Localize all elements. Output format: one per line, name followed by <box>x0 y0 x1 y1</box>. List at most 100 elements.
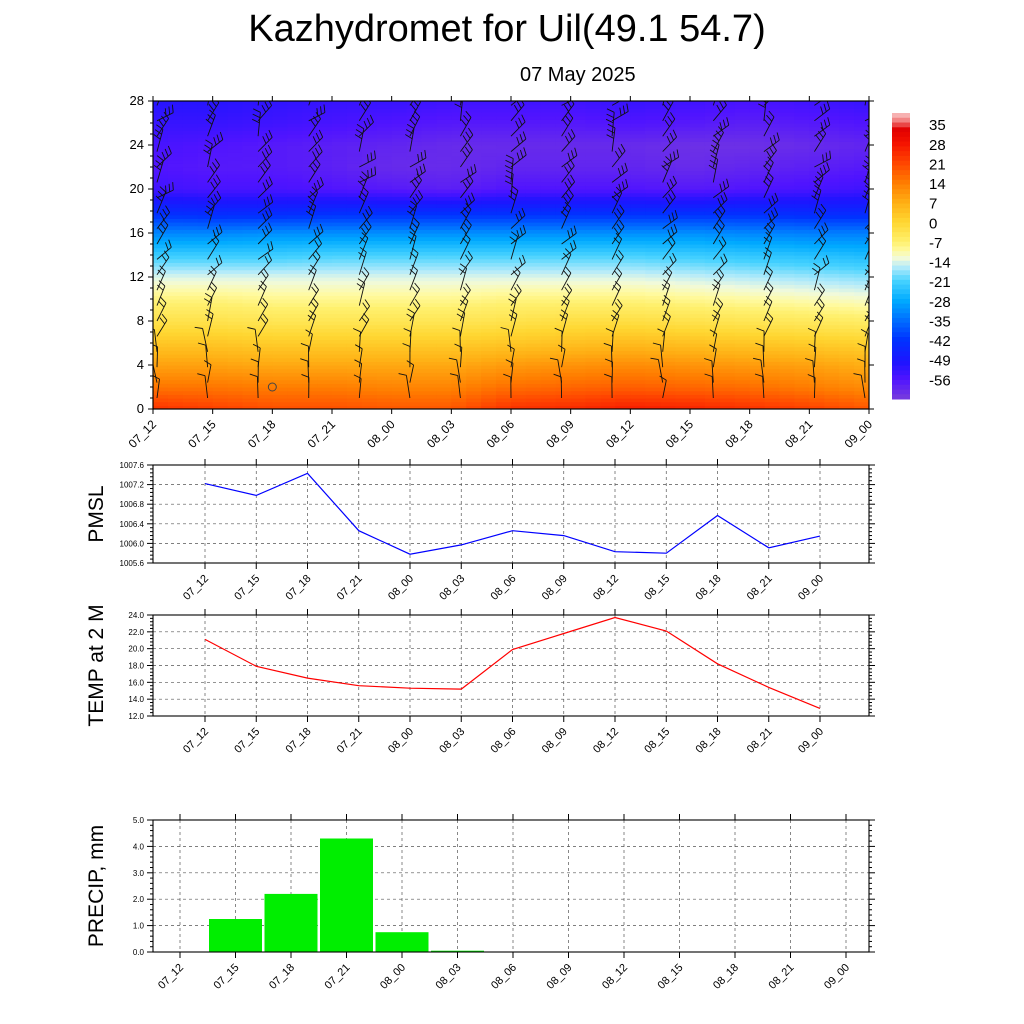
wind-barb-feather <box>448 357 457 361</box>
temperature-cell <box>496 299 512 304</box>
wind-barb-shaft <box>156 212 170 229</box>
temperature-cell <box>794 394 810 399</box>
temperature-cell <box>854 277 869 282</box>
temperature-cell <box>227 390 244 395</box>
wind-barb-shaft <box>763 287 774 306</box>
temperature-cell <box>361 383 378 388</box>
temperature-cell <box>272 126 288 131</box>
wind-barb-feather <box>768 198 773 207</box>
wind-barb-feather <box>407 308 415 314</box>
temperature-cell <box>734 372 751 377</box>
temperature-cell <box>585 203 602 208</box>
temperature-cell <box>749 335 766 340</box>
temperature-cell <box>272 291 288 296</box>
temperature-cell <box>570 207 587 212</box>
temperature-cell <box>779 163 796 168</box>
temperature-cell <box>182 376 199 381</box>
temperature-cell <box>525 123 542 128</box>
temperature-cell <box>839 387 855 392</box>
temperature-cell <box>660 372 676 377</box>
temperature-cell <box>600 214 617 219</box>
temperature-cell <box>153 251 169 256</box>
temperature-cell <box>600 134 617 139</box>
temperature-cell <box>406 405 423 409</box>
temperature-cell <box>317 123 333 128</box>
temperature-cell <box>794 346 810 351</box>
temperature-cell <box>555 119 572 124</box>
temperature-cell <box>436 383 452 388</box>
temperature-cell <box>704 101 721 106</box>
temperature-cell <box>854 310 869 315</box>
temperature-cell <box>854 214 869 219</box>
temperature-cell <box>585 192 602 197</box>
temperature-cell <box>615 302 631 307</box>
wind-barb-shaft <box>156 246 172 260</box>
temperature-cell <box>854 148 869 153</box>
temperature-cell <box>436 321 452 326</box>
temperature-cell <box>317 295 333 300</box>
temperature-cell <box>153 126 169 131</box>
wind-barb-feather <box>210 197 216 205</box>
temperature-cell <box>376 152 393 157</box>
temperature-cell <box>332 365 348 370</box>
wind-barb-feather <box>254 78 261 82</box>
temperature-cell <box>167 269 184 274</box>
temperature-cell <box>317 196 333 201</box>
temperature-cell <box>451 174 467 179</box>
temperature-cell <box>197 247 214 252</box>
temperature-cell <box>749 394 766 399</box>
temperature-cell <box>794 115 810 120</box>
temperature-cell <box>734 321 751 326</box>
temperature-cell <box>182 148 199 153</box>
temperature-cell <box>361 145 378 150</box>
temperature-cell <box>451 295 467 300</box>
wind-barb-feather <box>664 119 670 127</box>
temperature-cell <box>660 203 676 208</box>
wind-barb-shaft <box>712 303 724 322</box>
temperature-cell <box>764 321 781 326</box>
temperature-cell <box>630 324 646 329</box>
temperature-cell <box>630 266 646 271</box>
temperature-cell <box>391 266 408 271</box>
temperature-cell <box>809 372 825 377</box>
temperature-cell <box>466 288 482 293</box>
temperature-cell <box>302 324 318 329</box>
temperature-cell <box>854 104 869 109</box>
temperature-cell <box>287 181 303 186</box>
wind-barb-shaft <box>409 305 421 322</box>
temperature-cell <box>630 328 646 333</box>
temperature-cell <box>391 277 408 282</box>
temperature-cell <box>734 313 751 318</box>
temperature-cell <box>719 346 736 351</box>
temperature-cell <box>272 236 288 241</box>
wind-barb-shaft <box>207 164 220 183</box>
temperature-cell <box>436 192 452 197</box>
wind-barb-feather <box>460 211 467 219</box>
wind-barb-shaft <box>207 205 215 229</box>
temperature-cell <box>481 262 497 267</box>
temperature-cell <box>615 123 631 128</box>
temperature-cell <box>540 405 557 409</box>
temperature-cell <box>197 273 214 278</box>
temperature-cell <box>749 321 766 326</box>
temperature-cell <box>794 335 810 340</box>
temperature-cell <box>257 317 273 322</box>
temperature-cell <box>794 229 810 234</box>
temperature-cell <box>719 266 736 271</box>
temperature-cell <box>167 170 184 175</box>
temperature-cell <box>197 365 214 370</box>
temperature-cell <box>332 101 348 106</box>
temperature-cell <box>525 383 542 388</box>
temperature-cell <box>197 203 214 208</box>
temperature-cell <box>719 192 736 197</box>
temperature-cell <box>391 130 408 135</box>
wind-barb-feather <box>509 293 517 299</box>
wind-barb-feather <box>563 270 570 278</box>
temperature-cell <box>690 174 706 179</box>
temperature-cell <box>167 321 184 326</box>
temperature-cell <box>734 350 751 355</box>
temperature-cell <box>317 145 333 150</box>
wind-barb-feather <box>515 120 520 129</box>
temperature-cell <box>585 211 602 216</box>
temperature-cell <box>302 365 318 370</box>
